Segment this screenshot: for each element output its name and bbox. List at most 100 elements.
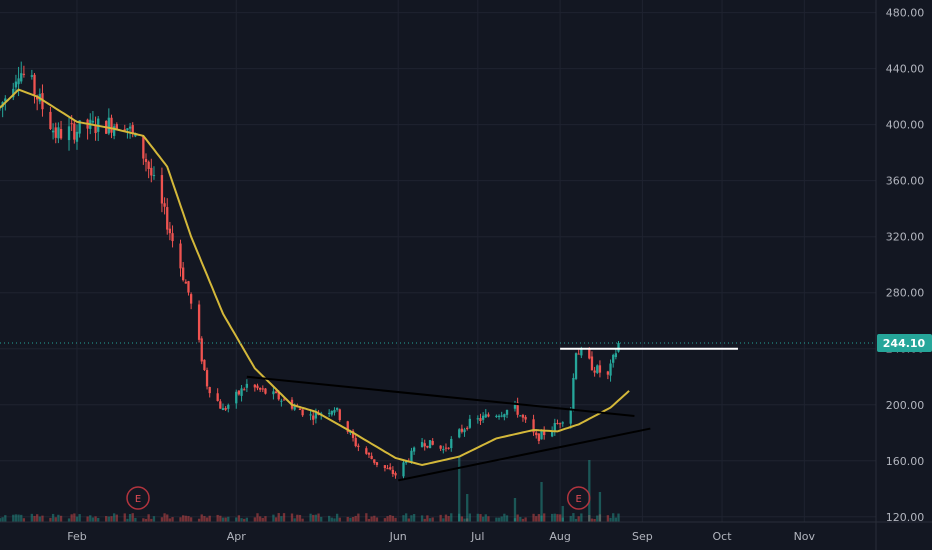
volume-bar xyxy=(314,514,318,522)
candle-body xyxy=(91,120,95,123)
upper-trendline-line[interactable] xyxy=(246,375,635,417)
candle-body xyxy=(224,408,227,410)
volume-bar xyxy=(550,513,554,522)
grid-layer xyxy=(0,0,876,522)
candle-body xyxy=(219,401,222,409)
time-tick-label: Sep xyxy=(632,530,653,543)
volume-bar xyxy=(290,513,294,522)
volume-bar xyxy=(428,518,432,522)
volume-bar xyxy=(150,518,153,522)
candle-body xyxy=(144,159,148,162)
volume-bar xyxy=(481,516,485,522)
volume-bar xyxy=(389,515,392,522)
candle-body xyxy=(49,111,52,130)
earnings-marker[interactable] xyxy=(126,486,150,510)
volume-bar xyxy=(543,513,546,522)
volume-bar xyxy=(4,515,7,522)
volume-bar xyxy=(349,517,352,522)
candle-body xyxy=(272,391,275,395)
candle-body xyxy=(540,430,543,440)
volume-bar xyxy=(495,517,498,522)
candle-body xyxy=(94,124,97,134)
candle-body xyxy=(386,468,389,470)
volume-bar xyxy=(14,514,18,522)
candle-body xyxy=(335,407,339,410)
volume-bar xyxy=(351,517,355,522)
volume-bar xyxy=(410,515,413,522)
volume-bar xyxy=(312,514,315,522)
volume-bar xyxy=(330,517,333,522)
volume-bar xyxy=(394,517,397,522)
volume-bar xyxy=(463,518,466,522)
price-tick-label: 440.00 xyxy=(886,63,925,76)
candle-body xyxy=(596,365,599,373)
candle-body xyxy=(365,448,368,454)
earnings-marker-label: E xyxy=(135,494,141,505)
volume-spike-bar xyxy=(598,492,602,522)
candle-body xyxy=(293,406,296,410)
candle-body xyxy=(179,243,182,269)
volume-bar xyxy=(590,518,594,522)
volume-bar xyxy=(205,517,209,522)
candle-body xyxy=(243,389,246,391)
candle-body xyxy=(423,443,426,447)
candle-body xyxy=(481,415,485,420)
volume-bar xyxy=(272,514,275,522)
volume-bar xyxy=(171,517,174,522)
candle-body xyxy=(590,356,594,371)
volume-bar xyxy=(78,514,81,522)
earnings-marker[interactable] xyxy=(566,486,591,510)
volume-bar xyxy=(126,518,129,522)
volume-bar xyxy=(500,516,503,522)
candle-body xyxy=(617,342,620,352)
volume-bar xyxy=(240,518,243,522)
volume-bar xyxy=(460,516,464,522)
volume-bar xyxy=(569,515,572,522)
candle-body xyxy=(503,414,506,418)
volume-bar xyxy=(519,516,522,522)
volume-bar xyxy=(561,517,564,522)
candle-body xyxy=(147,161,150,169)
candle-body xyxy=(479,418,482,422)
candle-body xyxy=(67,126,71,141)
candle-body xyxy=(588,348,591,359)
volume-bar xyxy=(166,514,169,522)
volume-bar xyxy=(521,518,525,522)
candle-body xyxy=(614,353,618,358)
volume-bar xyxy=(574,518,578,522)
candle-body xyxy=(558,423,562,425)
candle-body xyxy=(375,462,379,465)
candle-body xyxy=(264,388,267,394)
volume-bar xyxy=(439,514,442,522)
candle-body xyxy=(280,400,283,402)
candle-body xyxy=(458,429,461,438)
time-axis[interactable]: Feb Apr Jun Jul Aug Sep Oct Nov xyxy=(0,521,932,543)
volume-bar xyxy=(593,518,596,522)
volume-bar xyxy=(484,514,487,522)
volume-bar xyxy=(280,516,283,522)
volume-spike-bar xyxy=(458,457,461,522)
volume-bar xyxy=(94,516,97,522)
volume-bar xyxy=(67,518,71,522)
volume-bar xyxy=(105,516,108,522)
volume-bar xyxy=(617,513,620,522)
candle-body xyxy=(107,117,110,134)
volume-bar xyxy=(298,514,302,522)
volume-bar xyxy=(420,515,424,522)
candle-body xyxy=(410,450,413,463)
drawing-layer[interactable] xyxy=(0,342,876,482)
candle-body xyxy=(580,349,583,356)
volume-bar xyxy=(277,513,280,522)
lower-trendline-line[interactable] xyxy=(397,427,651,482)
volume-bar xyxy=(370,516,373,522)
volume-spike-bar xyxy=(466,494,469,522)
price-tick-label: 360.00 xyxy=(886,175,925,188)
volume-bar xyxy=(317,513,320,522)
volume-bar xyxy=(505,515,509,522)
volume-bar xyxy=(516,514,519,522)
candle-body xyxy=(216,393,219,401)
candle-body xyxy=(142,135,145,159)
